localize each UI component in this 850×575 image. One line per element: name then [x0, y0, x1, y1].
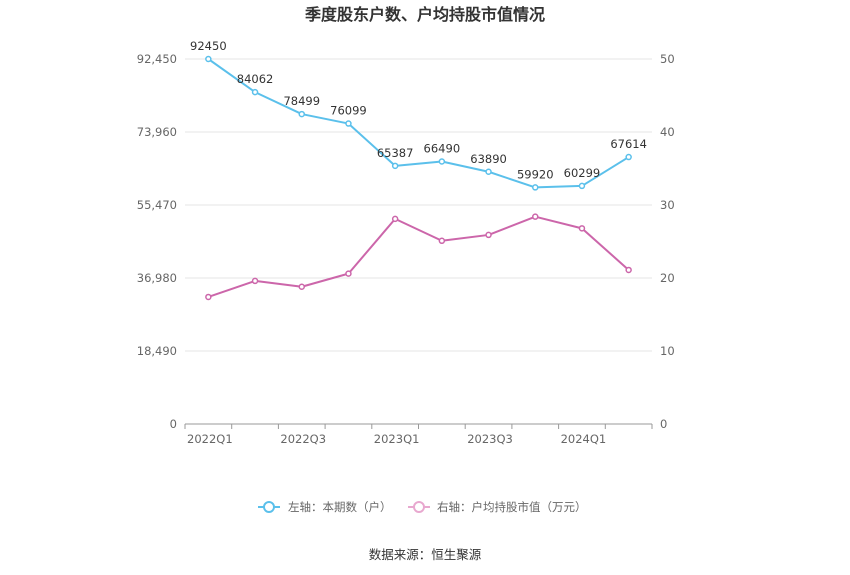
data-point-left[interactable]: [205, 55, 212, 63]
series-line-right: [208, 215, 630, 298]
y-left-tick-label: 18,490: [137, 344, 177, 358]
legend-item-left[interactable]: 左轴：本期数（户）: [258, 500, 392, 514]
data-label: 76099: [330, 104, 367, 118]
x-axis: 2022Q1 2022Q3 2023Q1 2023Q3 2024Q1: [184, 423, 653, 446]
left-axis: 0 18,490 36,980 55,470 73,960 92,450: [137, 52, 177, 431]
data-label: 65387: [377, 146, 414, 160]
right-axis: 0 10 20 30 40 50: [660, 52, 675, 431]
data-point-right[interactable]: [578, 225, 586, 232]
y-right-tick-label: 0: [660, 417, 667, 431]
data-point-left[interactable]: [298, 110, 305, 118]
data-point-left[interactable]: [532, 184, 539, 191]
data-label: 66490: [424, 141, 461, 155]
data-label: 63890: [470, 152, 507, 166]
y-left-tick-label: 0: [170, 417, 177, 431]
data-label: 67614: [610, 137, 647, 151]
x-tick-label: 2022Q1: [187, 432, 233, 446]
data-label: 60299: [564, 166, 601, 180]
y-left-tick-label: 73,960: [137, 125, 177, 139]
data-point-left[interactable]: [485, 168, 492, 176]
data-point-right[interactable]: [205, 293, 212, 301]
x-tick-label: 2024Q1: [561, 432, 607, 446]
y-right-tick-label: 30: [660, 198, 675, 212]
legend-marker-right: [413, 501, 425, 513]
data-point-right[interactable]: [345, 270, 352, 277]
data-point-left[interactable]: [438, 158, 446, 165]
series-line-left: [207, 58, 630, 189]
data-label: 78499: [283, 94, 320, 108]
y-left-tick-label: 55,470: [137, 198, 177, 212]
data-point-left[interactable]: [391, 162, 399, 170]
y-right-tick-label: 20: [660, 271, 675, 285]
data-point-left[interactable]: [578, 182, 586, 190]
y-right-tick-label: 50: [660, 52, 675, 66]
x-tick-label: 2023Q1: [374, 432, 420, 446]
data-label: 59920: [517, 167, 554, 181]
series-lines: [205, 55, 632, 301]
data-point-left[interactable]: [345, 120, 352, 127]
data-point-right[interactable]: [298, 283, 305, 291]
data-source: 数据来源：恒生聚源: [369, 547, 482, 562]
x-tick-label: 2023Q3: [467, 432, 513, 446]
legend-marker-left: [263, 501, 275, 513]
legend: 左轴：本期数（户） 右轴：户均持股市值（万元）: [258, 500, 587, 514]
y-right-tick-label: 10: [660, 344, 675, 358]
grid-lines: [185, 58, 652, 352]
chart-title: 季度股东户数、户均持股市值情况: [304, 5, 545, 24]
data-label: 92450: [190, 39, 227, 53]
data-point-right[interactable]: [532, 213, 539, 220]
data-labels: 92450 84062 78499 76099 65387 66490 63890 59920…: [190, 39, 647, 181]
data-point-right[interactable]: [438, 237, 446, 245]
data-point-right[interactable]: [625, 266, 632, 274]
x-tick-label: 2022Q3: [280, 432, 326, 446]
y-left-tick-label: 36,980: [137, 271, 177, 285]
y-right-tick-label: 40: [660, 125, 675, 139]
data-point-right[interactable]: [485, 231, 492, 239]
legend-item-right[interactable]: 右轴：户均持股市值（万元）: [408, 500, 587, 514]
data-point-left[interactable]: [251, 88, 259, 96]
legend-label-left: 左轴：本期数（户）: [288, 500, 392, 514]
y-left-tick-label: 92,450: [137, 52, 177, 66]
legend-label-right: 右轴：户均持股市值（万元）: [437, 500, 587, 514]
data-point-right[interactable]: [391, 215, 399, 223]
data-label: 84062: [237, 72, 274, 86]
data-point-left[interactable]: [625, 153, 632, 161]
data-point-right[interactable]: [251, 277, 259, 285]
